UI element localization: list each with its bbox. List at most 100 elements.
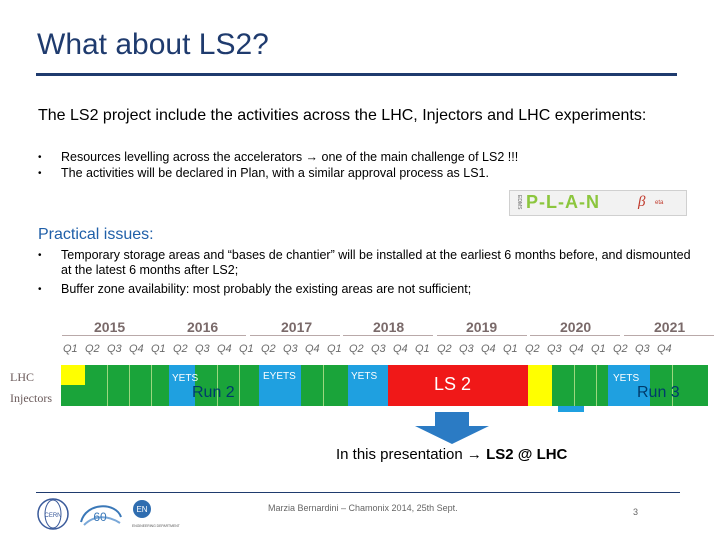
down-arrow-icon bbox=[415, 412, 489, 444]
year-label: 2015 bbox=[94, 319, 126, 335]
quarter-label: Q1 bbox=[63, 343, 78, 355]
bullet-dot: • bbox=[38, 168, 42, 179]
presentation-focus: In this presentation → LS2 @ LHC bbox=[336, 446, 567, 463]
quarter-label: Q1 bbox=[151, 343, 166, 355]
quarter-label: Q3 bbox=[635, 343, 650, 355]
footer-text: Marzia Bernardini – Chamonix 2014, 25th … bbox=[268, 503, 458, 513]
run-band bbox=[650, 365, 708, 406]
plan-logo: EDMS P-L-A-N β eta bbox=[509, 190, 687, 216]
quarter-label: Q4 bbox=[569, 343, 584, 355]
quarter-label: Q3 bbox=[459, 343, 474, 355]
en-dept-text: ENGINEERING DEPARTMENT bbox=[132, 524, 180, 528]
year-label: 2017 bbox=[281, 319, 313, 335]
svg-text:60: 60 bbox=[93, 510, 107, 524]
yets-band bbox=[169, 365, 195, 406]
yellow-band bbox=[61, 365, 85, 385]
cern-logo-text: CERN bbox=[44, 513, 61, 519]
eyets-band bbox=[259, 365, 301, 406]
quarter-label: Q3 bbox=[107, 343, 122, 355]
run-band bbox=[301, 365, 348, 406]
year-label: 2020 bbox=[560, 319, 592, 335]
year-underline bbox=[62, 335, 178, 336]
ls2-label: LS 2 bbox=[434, 374, 472, 394]
quarter-tick bbox=[323, 365, 324, 406]
presentation-strong: LS2 @ LHC bbox=[486, 446, 568, 463]
quarter-label: Q3 bbox=[283, 343, 298, 355]
quarter-tick bbox=[672, 365, 673, 406]
quarter-label: Q2 bbox=[437, 343, 452, 355]
eyets-label: EYETS bbox=[263, 371, 296, 382]
bullet-text: Temporary storage areas and “bases de ch… bbox=[61, 248, 691, 277]
row-label-injectors: Injectors bbox=[10, 391, 52, 405]
bullet-item: • Temporary storage areas and “bases de … bbox=[38, 248, 698, 278]
title-divider bbox=[36, 73, 677, 76]
ls2-band bbox=[388, 365, 528, 406]
bullet-text: The activities will be declared in Plan,… bbox=[61, 166, 489, 180]
quarter-label: Q1 bbox=[415, 343, 430, 355]
plan-logo-edms: EDMS bbox=[516, 195, 522, 210]
quarter-label: Q4 bbox=[305, 343, 320, 355]
schedule-timeline: 2015 2016 2017 2018 2019 2020 2021 Q1 Q2 Q… bbox=[0, 315, 720, 415]
quarter-label: Q4 bbox=[393, 343, 408, 355]
bullet-item: • The activities will be declared in Pla… bbox=[38, 166, 638, 181]
quarter-label: Q2 bbox=[85, 343, 100, 355]
presentation-prefix: In this presentation → bbox=[336, 446, 487, 463]
bullet-text: Buffer zone availability: most probably … bbox=[61, 282, 472, 296]
bullet-item: • Buffer zone availability: most probabl… bbox=[38, 282, 698, 297]
intro-text: The LS2 project include the activities a… bbox=[38, 107, 647, 124]
yellow-band bbox=[528, 365, 552, 406]
quarter-label: Q1 bbox=[591, 343, 606, 355]
quarter-label: Q4 bbox=[129, 343, 144, 355]
quarter-label: Q3 bbox=[195, 343, 210, 355]
year-label: 2021 bbox=[654, 319, 686, 335]
yets-band bbox=[348, 365, 388, 406]
quarter-label: Q4 bbox=[481, 343, 496, 355]
quarter-label: Q2 bbox=[525, 343, 540, 355]
quarter-label: Q1 bbox=[327, 343, 342, 355]
quarter-tick bbox=[239, 365, 240, 406]
bullet-dot: • bbox=[38, 152, 42, 163]
quarter-tick bbox=[151, 365, 152, 406]
quarter-label: Q3 bbox=[371, 343, 386, 355]
quarter-label: Q1 bbox=[239, 343, 254, 355]
plan-logo-beta: β bbox=[638, 194, 646, 210]
year-underline bbox=[250, 335, 340, 336]
plan-logo-beta-sub: eta bbox=[655, 200, 664, 206]
bullet-text: Resources levelling across the accelerat… bbox=[61, 150, 519, 164]
quarter-label: Q3 bbox=[547, 343, 562, 355]
issues-heading: Practical issues: bbox=[38, 226, 154, 243]
quarter-label: Q1 bbox=[503, 343, 518, 355]
run2-label: Run 2 bbox=[192, 384, 235, 401]
run-band bbox=[85, 365, 169, 406]
run-band bbox=[552, 365, 608, 406]
quarter-tick bbox=[129, 365, 130, 406]
year-label: 2016 bbox=[187, 319, 219, 335]
bullet-dot: • bbox=[38, 250, 42, 261]
year-underline bbox=[624, 335, 714, 336]
quarter-label: Q2 bbox=[261, 343, 276, 355]
plan-logo-word: P-L-A-N bbox=[526, 192, 600, 212]
bullet-item: • Resources levelling across the acceler… bbox=[38, 150, 638, 165]
year-label: 2019 bbox=[466, 319, 498, 335]
year-underline bbox=[530, 335, 620, 336]
page-number: 3 bbox=[633, 507, 639, 517]
slide-title: What about LS2? bbox=[37, 28, 269, 61]
yets-label: YETS bbox=[613, 373, 640, 384]
cern-logo-icon: CERN bbox=[37, 498, 69, 530]
cern-60-logo-icon: 60 bbox=[80, 505, 122, 526]
run3-label: Run 3 bbox=[637, 384, 680, 401]
quarter-label: Q2 bbox=[613, 343, 628, 355]
yets-label: YETS bbox=[172, 373, 199, 384]
quarter-label: Q2 bbox=[173, 343, 188, 355]
quarter-tick bbox=[217, 365, 218, 406]
quarter-label: Q2 bbox=[349, 343, 364, 355]
quarter-label: Q4 bbox=[657, 343, 672, 355]
footer-divider bbox=[36, 492, 680, 493]
quarter-tick bbox=[574, 365, 575, 406]
yets-label: YETS bbox=[351, 371, 378, 382]
en-department-logo-icon: EN ENGINEERING DEPARTMENT bbox=[132, 500, 180, 528]
yets-band bbox=[608, 365, 650, 406]
quarter-row: Q1 Q2 Q3 Q4 Q1 Q2 Q3 Q4 Q1 Q2 Q3 Q4 Q1 Q2 Q3 Q4 Q1 Q2 Q3 Q4… bbox=[63, 343, 679, 355]
yets-band bbox=[558, 406, 584, 412]
year-underline bbox=[156, 335, 246, 336]
